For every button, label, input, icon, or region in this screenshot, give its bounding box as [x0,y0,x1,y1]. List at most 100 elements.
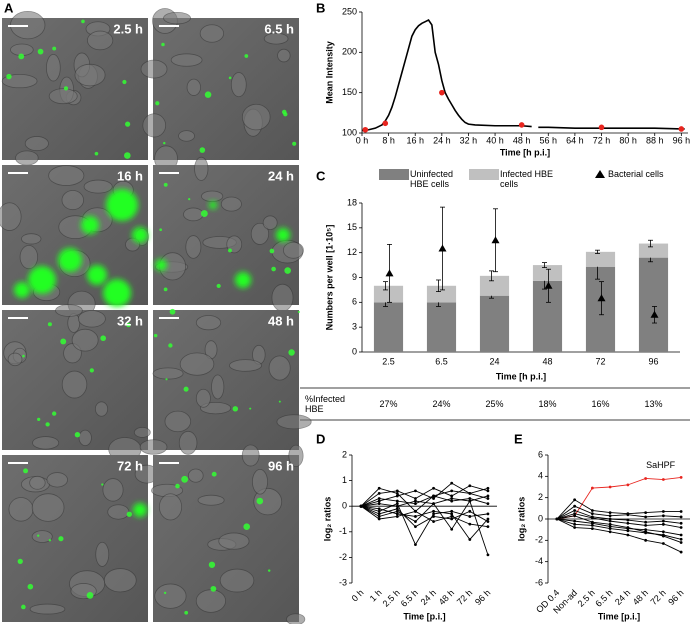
bar-segment [373,285,404,303]
micrograph-label: 32 h [117,313,143,328]
series-line [360,495,489,507]
fluorescence [81,19,85,24]
data-point [414,543,417,546]
data-point [590,515,594,519]
micrograph-label: 48 h [268,313,294,328]
panel-label: B [316,0,325,15]
data-point [661,514,665,518]
cell-outline [46,472,68,488]
cell-outline [140,59,168,79]
cell-outline [94,401,109,417]
data-point [432,497,435,500]
data-point [608,511,612,514]
legend-label: Uninfected HBE cells [410,169,454,189]
fluorescence [169,308,176,315]
data-point [644,511,648,514]
cell-outline [241,103,271,131]
y-tick-label: 3 [352,322,357,332]
data-point [450,515,454,518]
fluorescence [211,471,217,477]
fluorescence [269,248,275,254]
fluorescence [101,483,104,486]
micrograph-label: 2.5 h [113,21,143,36]
cell-outline [178,430,198,455]
fluorescence [204,91,212,98]
x-tick-label: 6.5 [435,356,448,366]
cell-outline [183,207,204,222]
data-point [590,521,594,525]
fluorescence [63,86,69,91]
y-tick-label: 150 [342,87,357,97]
legend-swatch [379,169,409,180]
cell-outline [286,613,306,624]
fluorescence [200,210,208,217]
data-point [377,509,381,513]
fluorescence [22,354,25,358]
table-cell: 24% [432,399,451,409]
marker [544,281,553,289]
cell-outline [77,310,106,328]
data-point [661,530,665,534]
series-line [556,499,682,520]
bar-segment [479,295,510,352]
cell-outline [201,190,224,202]
x-tick-label: 6.5 h [399,588,420,609]
micrograph-label: 96 h [268,458,294,473]
data-point [555,517,559,521]
data-point [626,521,630,525]
marker [385,269,394,277]
cell-outline [220,196,242,212]
y-axis-title: log₂ ratios [322,497,332,542]
data-point [468,499,472,503]
data-point [644,530,648,534]
cell-outline [219,568,255,593]
cell-outline [55,304,83,317]
panel-label: C [316,168,326,183]
cell-outline [251,469,268,495]
cell-outline [29,475,46,490]
cell-outline [142,113,167,138]
bar-segment [373,302,404,352]
data-point [432,512,435,516]
micrograph-label: 6.5 h [264,21,294,36]
series-line [361,19,685,132]
data-point [468,509,472,513]
cell-outline [199,24,225,43]
data-point [414,525,417,529]
cell-outline [185,235,202,259]
data-point [661,534,665,538]
cell-outline [211,374,225,400]
data-point [573,512,577,516]
fluorescence [81,216,99,234]
data-point [661,510,665,513]
fluorescence [161,42,165,47]
bar-segment [426,285,457,303]
cell-outline [163,11,191,25]
x-tick-label: 8 h [382,135,395,145]
bar-segment [585,251,616,267]
cell-outline [29,603,66,615]
data-point [414,499,417,503]
data-point [590,512,594,516]
cell-outline [74,63,106,87]
fluorescence [58,536,64,542]
data-point [608,519,612,523]
x-tick-label: 72 h [455,588,474,607]
data-point [644,528,648,532]
data-point [573,519,577,523]
data-point [432,520,435,523]
data-point [377,486,381,490]
data-point [573,504,577,508]
cell-outline [0,202,22,231]
x-axis-title: Time [p.i.] [598,611,640,621]
x-axis-title: Time [p.i.] [403,611,445,621]
data-point [608,514,612,518]
data-point [644,520,648,524]
fluorescence [125,121,131,127]
data-point [414,502,417,506]
y-tick-label: -2 [339,552,347,562]
data-point [573,526,577,529]
micrograph-image [2,18,148,160]
fluorescence [288,349,295,356]
